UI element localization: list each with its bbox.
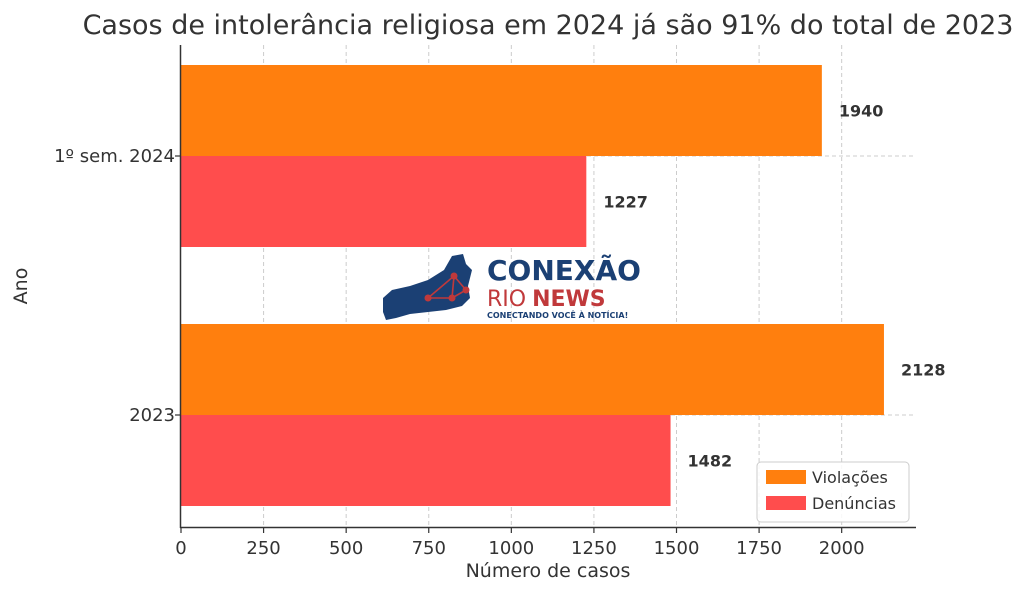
axes: [179, 45, 916, 529]
legend: Violações Denúncias: [756, 461, 910, 523]
data-labels: 1940 2128 1227 1482: [603, 102, 945, 471]
data-label: 1940: [839, 102, 884, 121]
bar-denuncias: [181, 415, 671, 506]
bar-denuncias: [181, 156, 587, 247]
y-tick-label: 2023: [129, 405, 175, 426]
logo-brand-line1: CONEXÃO: [487, 253, 641, 287]
data-label: 1482: [688, 452, 733, 471]
x-tick-label: 1250: [571, 538, 617, 559]
x-tick-label: 750: [412, 538, 446, 559]
logo-tagline: CONECTANDO VOCÊ À NOTÍCIA!: [487, 309, 628, 320]
data-label: 2128: [901, 361, 946, 380]
chart-title: Casos de intolerância religiosa em 2024 …: [83, 10, 1014, 41]
logo-news: NEWS: [532, 287, 606, 312]
bar-violacoes: [181, 324, 884, 415]
y-axis-label: Ano: [10, 268, 32, 305]
watermark-logo: CONEXÃO RIO NEWS CONECTANDO VOCÊ À NOTÍCI…: [383, 253, 641, 320]
x-tick-label: 1000: [488, 538, 534, 559]
rio-map-icon: [383, 254, 472, 320]
map-network-nodes: [424, 272, 470, 302]
x-tick-label: 2000: [819, 538, 865, 559]
x-tick-label: 250: [246, 538, 280, 559]
legend-label-violacoes: Violações: [812, 468, 888, 487]
logo-brand-line2: RIO NEWS: [487, 287, 606, 312]
data-label: 1227: [603, 193, 648, 212]
bar-violacoes: [181, 65, 822, 156]
x-ticks: 0 250 500 750 1000 1250 1500 1750 2000: [175, 527, 865, 559]
y-ticks: 1º sem. 2024 2023: [54, 146, 181, 426]
legend-swatch-denuncias: [766, 496, 806, 510]
logo-rio: RIO: [487, 287, 526, 312]
x-tick-label: 0: [175, 538, 186, 559]
x-tick-label: 1750: [736, 538, 782, 559]
legend-swatch-violacoes: [766, 470, 806, 484]
bars: [181, 65, 884, 506]
x-tick-label: 1500: [654, 538, 700, 559]
legend-label-denuncias: Denúncias: [812, 494, 896, 513]
y-tick-label: 1º sem. 2024: [54, 146, 175, 167]
x-tick-label: 500: [329, 538, 363, 559]
x-axis-label: Número de casos: [466, 560, 631, 582]
